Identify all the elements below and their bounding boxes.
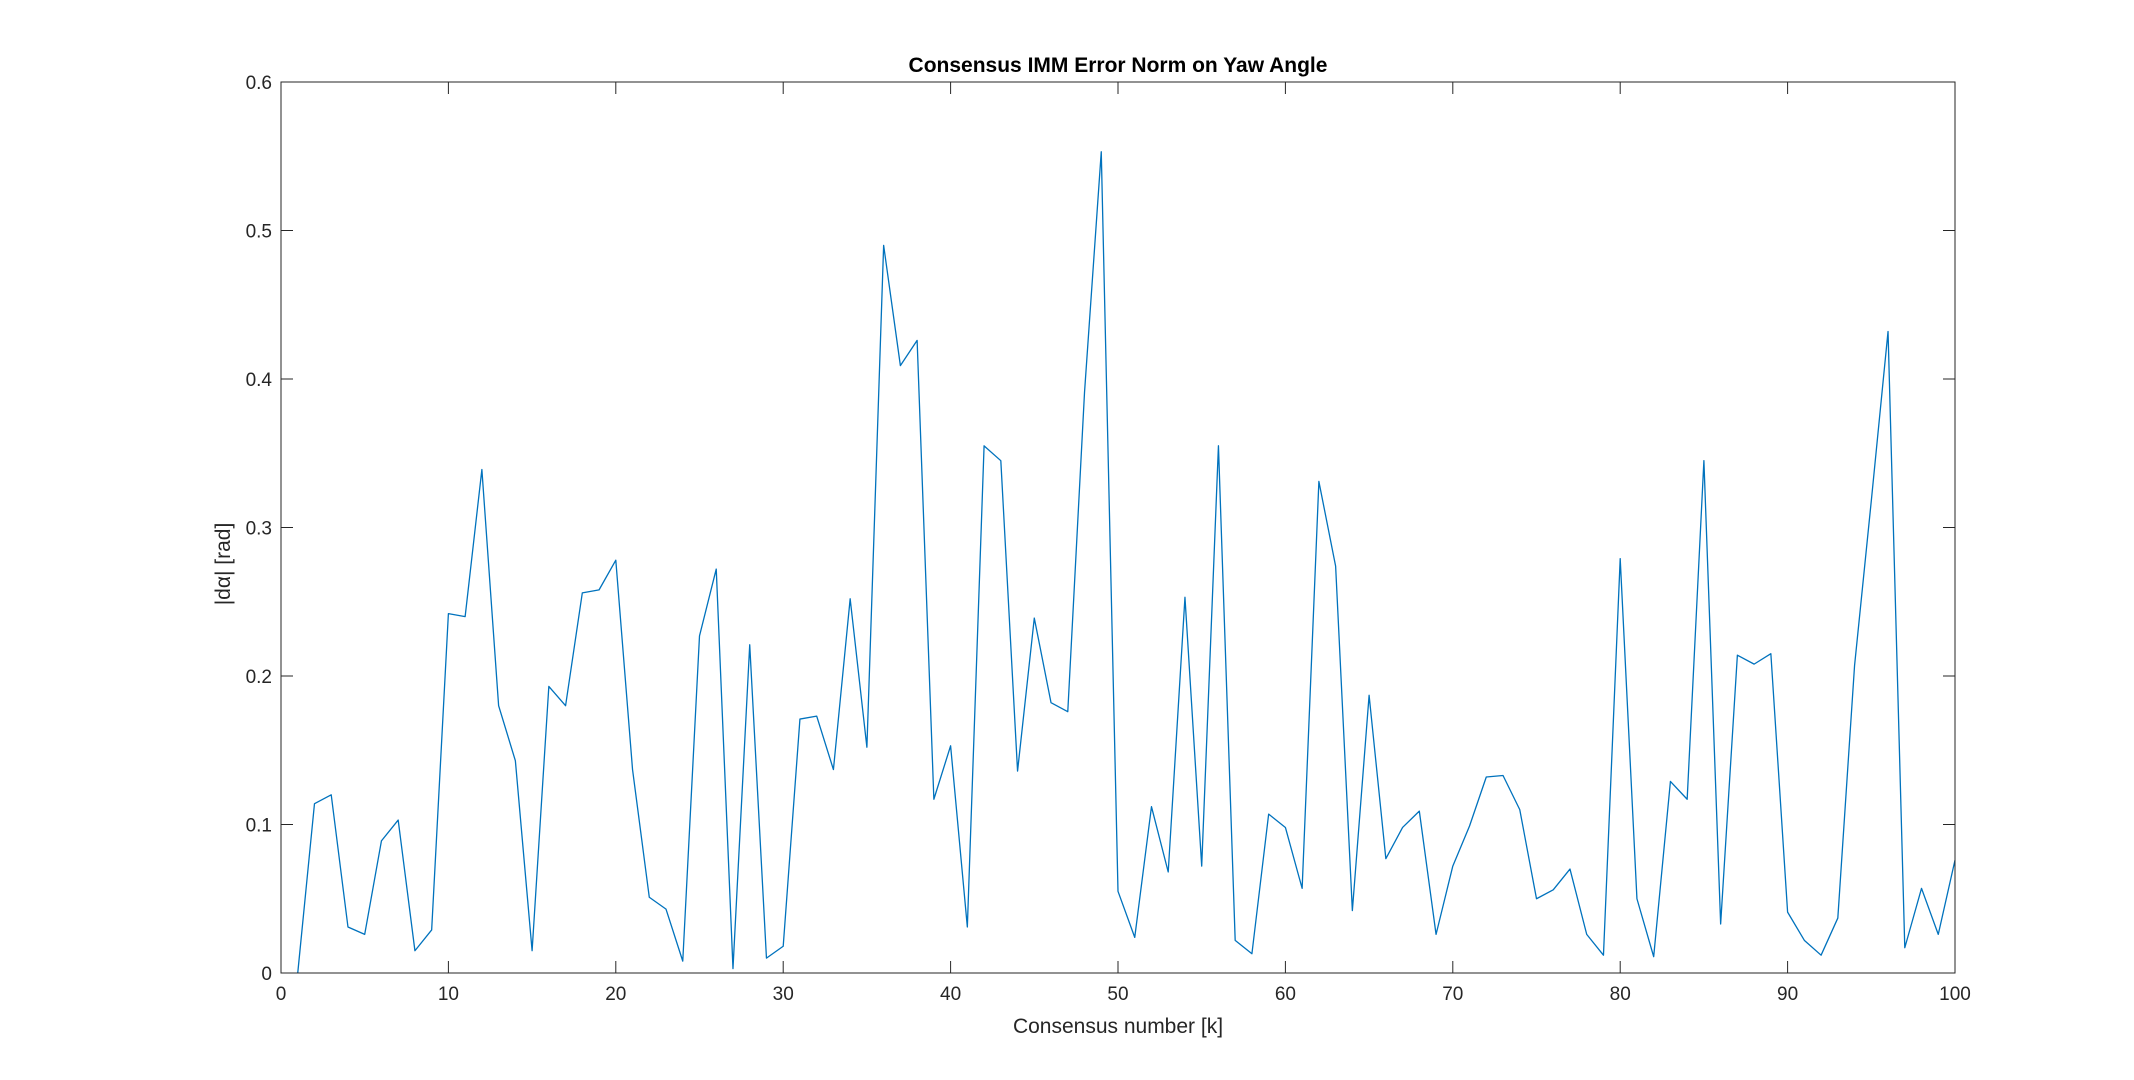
chart-title: Consensus IMM Error Norm on Yaw Angle <box>909 54 1328 77</box>
x-tick-label: 100 <box>1939 984 1971 1005</box>
x-tick-label: 50 <box>1107 984 1128 1005</box>
series-line <box>297 151 1956 974</box>
y-tick-label: 0.4 <box>246 370 273 391</box>
y-tick-label: 0.1 <box>246 816 272 837</box>
x-tick-label: 40 <box>940 984 961 1005</box>
x-tick-label: 80 <box>1610 984 1631 1005</box>
x-tick-label: 60 <box>1275 984 1296 1005</box>
y-axis-label: |dα| [rad] <box>212 523 235 606</box>
x-tick-label: 30 <box>773 984 794 1005</box>
x-tick-label: 70 <box>1442 984 1463 1005</box>
x-axis-label: Consensus number [k] <box>1013 1015 1223 1038</box>
x-tick-label: 10 <box>438 984 459 1005</box>
x-tick-label: 0 <box>276 984 287 1005</box>
x-tick-label: 20 <box>605 984 626 1005</box>
plot-area <box>281 82 1955 973</box>
y-tick-label: 0.2 <box>246 667 272 688</box>
x-tick-label: 90 <box>1777 984 1798 1005</box>
series-layer <box>297 151 1956 974</box>
y-tick-label: 0.5 <box>246 222 272 243</box>
y-tick-label: 0 <box>261 964 272 985</box>
y-tick-label: 0.3 <box>246 519 272 540</box>
plot-background <box>281 82 1955 973</box>
ticks-layer: 0 10 20 30 40 50 60 70 80 90 100 0 0.1 0.2 0.3 0.4 0.5 0.… <box>246 73 1971 1005</box>
y-tick-label: 0.6 <box>246 73 272 94</box>
